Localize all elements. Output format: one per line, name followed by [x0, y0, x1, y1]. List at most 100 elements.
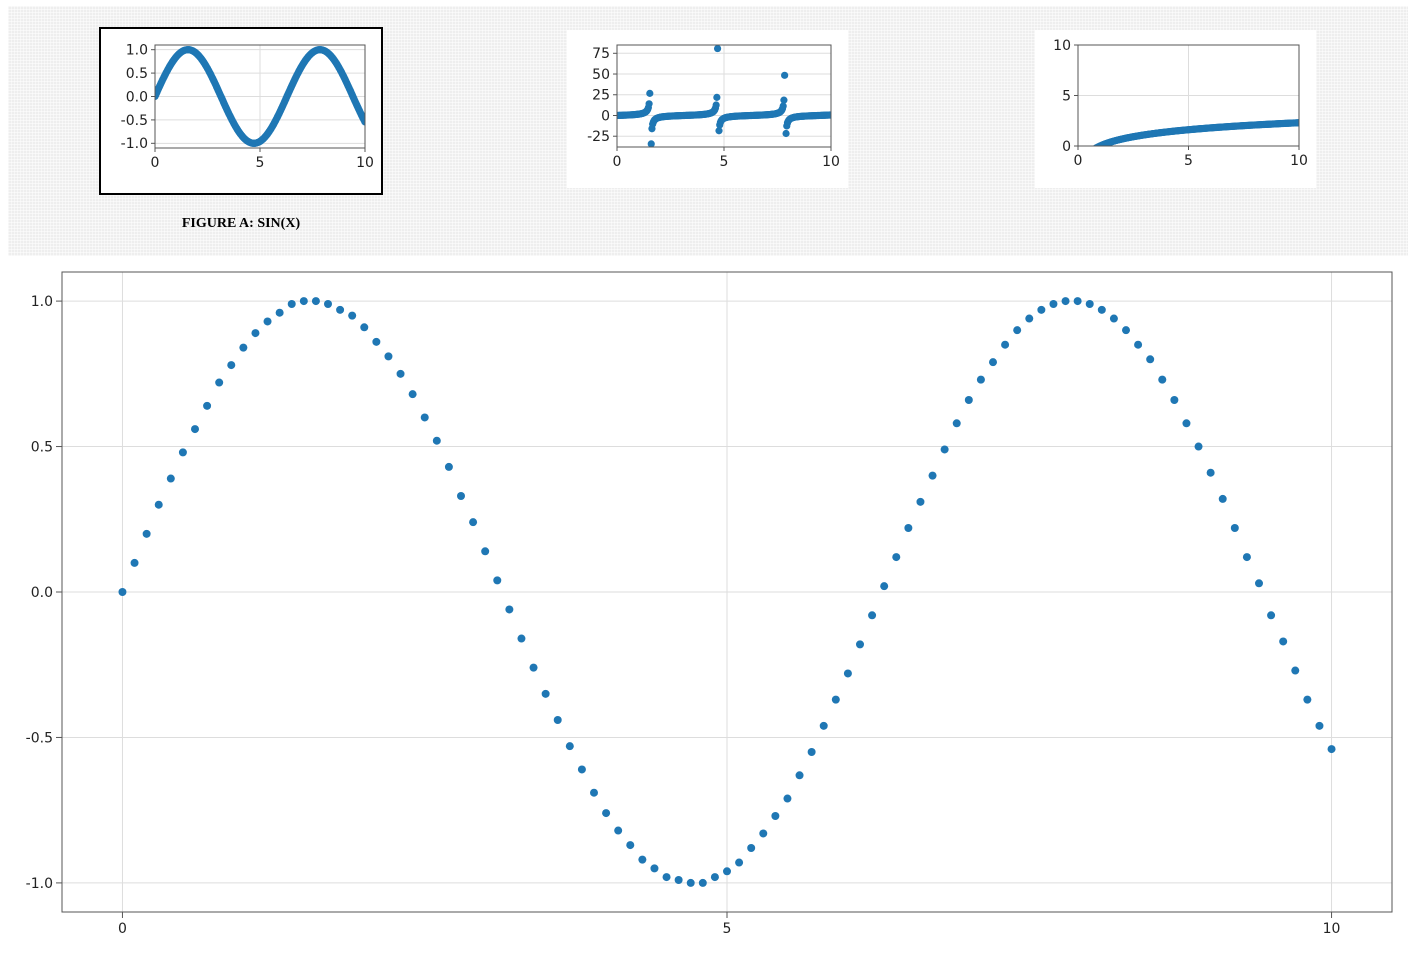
- thumbnail-log-plot[interactable]: 0 5 10 0 5 10: [1035, 30, 1316, 188]
- data-point: [553, 716, 562, 724]
- data-point: [372, 337, 381, 346]
- data-point: [645, 100, 653, 108]
- y-tick-label: 0: [601, 108, 610, 124]
- y-tick-label: 0.5: [31, 439, 53, 455]
- data-point: [928, 471, 937, 480]
- data-point: [263, 317, 272, 326]
- data-point: [647, 140, 655, 147]
- data-point: [712, 101, 720, 109]
- data-point: [646, 89, 654, 97]
- x-tick-label: 0: [151, 155, 160, 171]
- y-tick-label: 75: [592, 46, 610, 62]
- y-tick-label: -0.5: [26, 730, 53, 746]
- data-point: [481, 547, 490, 556]
- data-point: [457, 492, 465, 500]
- data-point: [602, 809, 611, 818]
- main-sin-chart: 0 5 10 -1.0 -0.5 0.0 0.5 1.0: [26, 271, 1393, 937]
- thumbnail-log-chart: 0 5 10 0 5 10: [1053, 38, 1308, 184]
- x-tick-label: 5: [1184, 153, 1193, 169]
- data-point: [698, 878, 707, 887]
- data-point: [1085, 150, 1092, 157]
- data-point: [1085, 149, 1092, 156]
- x-tick-label: 10: [822, 154, 840, 170]
- data-point: [904, 524, 913, 532]
- data-point: [1230, 524, 1239, 532]
- thumbnail-tan-plot[interactable]: 0 5 10 -25 0 25 50 75: [567, 30, 848, 188]
- data-point: [251, 329, 260, 338]
- y-tick-label: 50: [592, 67, 610, 83]
- data-point: [638, 855, 647, 864]
- thumbnail-sin-plot[interactable]: 0 5 10 -1.0 -0.5 0.0 0.5 1.0: [99, 27, 383, 195]
- data-point: [287, 300, 296, 308]
- data-point: [713, 45, 722, 53]
- data-point: [1076, 170, 1083, 177]
- data-point: [1134, 340, 1143, 349]
- x-tick-label: 0: [118, 921, 127, 937]
- data-point: [807, 748, 816, 756]
- data-point: [1182, 419, 1191, 428]
- data-point: [1086, 149, 1093, 156]
- data-point: [1206, 468, 1215, 477]
- data-point: [191, 425, 199, 434]
- data-points: [155, 46, 365, 147]
- data-point: [1170, 396, 1179, 404]
- data-points: [118, 297, 1336, 887]
- data-point: [1073, 297, 1082, 306]
- data-point: [1083, 153, 1090, 160]
- data-point: [1242, 553, 1251, 562]
- data-point: [1087, 148, 1094, 155]
- data-point: [827, 111, 831, 119]
- data-point: [590, 788, 598, 797]
- data-point: [203, 401, 212, 410]
- data-point: [715, 127, 723, 135]
- data-point: [1158, 375, 1167, 384]
- data-point: [856, 640, 864, 649]
- data-point: [577, 765, 586, 774]
- data-point: [142, 529, 151, 538]
- data-point: [420, 413, 429, 422]
- data-point: [311, 297, 320, 306]
- data-point: [1013, 326, 1022, 335]
- data-point: [1085, 300, 1094, 308]
- data-point: [493, 576, 502, 585]
- data-point: [565, 742, 574, 751]
- data-point: [952, 419, 961, 428]
- data-point: [299, 297, 308, 306]
- y-tick-label: 1.0: [126, 43, 148, 59]
- data-point: [674, 876, 683, 884]
- x-tick-label: 10: [356, 155, 374, 171]
- data-point: [781, 71, 789, 79]
- data-point: [1122, 326, 1130, 335]
- thumbnail-sin-chart: 0 5 10 -1.0 -0.5 0.0 0.5 1.0: [121, 43, 374, 171]
- data-point: [782, 129, 790, 138]
- data-point: [795, 771, 804, 780]
- data-point: [1075, 177, 1082, 184]
- data-point: [880, 582, 889, 591]
- data-point: [989, 358, 997, 367]
- data-point: [710, 873, 719, 882]
- data-point: [831, 695, 840, 704]
- data-point: [964, 396, 973, 404]
- data-point: [517, 634, 526, 643]
- data-point: [1061, 297, 1070, 306]
- data-point: [650, 864, 659, 873]
- data-point: [1084, 151, 1091, 158]
- data-point: [1089, 146, 1096, 153]
- data-point: [361, 118, 365, 126]
- data-point: [626, 841, 635, 850]
- data-point: [1088, 148, 1095, 155]
- data-point: [444, 462, 453, 471]
- thumbnail-sin-caption: FIGURE A: SIN(X): [181, 216, 301, 231]
- data-point: [1255, 579, 1263, 588]
- data-point: [166, 474, 175, 483]
- data-point: [1001, 340, 1010, 349]
- data-point: [1218, 494, 1227, 503]
- data-point: [275, 308, 284, 317]
- y-tick-label: 25: [592, 88, 610, 104]
- data-point: [1025, 314, 1034, 323]
- data-point: [916, 497, 925, 506]
- data-point: [432, 436, 441, 445]
- data-point: [360, 323, 369, 332]
- data-point: [759, 829, 768, 838]
